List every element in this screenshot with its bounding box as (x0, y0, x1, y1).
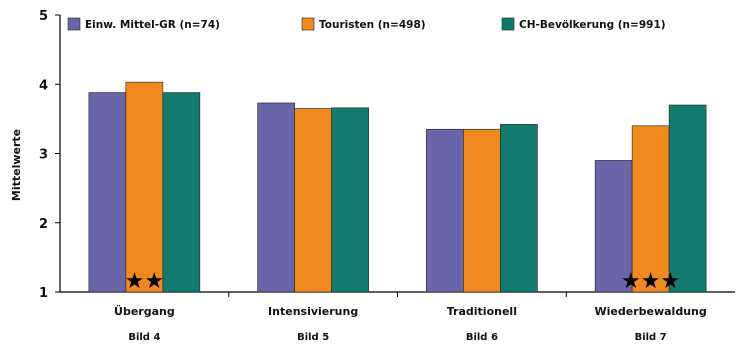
category-label: Wiederbewaldung (595, 305, 707, 318)
legend-swatch (501, 17, 515, 31)
significance-stars: ★★ (125, 269, 164, 294)
bars: ★★ ★★★ (88, 81, 707, 294)
y-tick-label: 5 (39, 9, 48, 24)
category-label: Intensivierung (268, 305, 358, 318)
bar (463, 128, 501, 293)
y-tick-label: 2 (39, 217, 48, 232)
bar (162, 92, 201, 293)
bar (125, 81, 164, 293)
legend-label: Einw. Mittel-GR (n=74) (85, 19, 220, 31)
bar (294, 108, 332, 293)
legend: Einw. Mittel-GR (n=74) Touristen (n=498) C… (67, 17, 666, 31)
legend-swatch (301, 17, 315, 31)
category-sublabel: Bild 5 (297, 332, 329, 343)
y-axis-title: Mittelwerte (10, 129, 23, 201)
legend-label: CH-Bevölkerung (n=991) (519, 19, 666, 31)
bar (668, 104, 707, 293)
category-sublabel: Bild 4 (128, 332, 160, 343)
significance-stars: ★★★ (621, 269, 680, 294)
legend-swatch (67, 17, 81, 31)
category-label: Traditionell (447, 305, 517, 318)
y-tick-label: 4 (39, 78, 48, 93)
category-sublabel: Bild 6 (466, 332, 498, 343)
category-label: Übergang (114, 304, 175, 318)
category-sublabel: Bild 7 (635, 332, 667, 343)
category-labels: Übergang Bild 4 Intensivierung Bild 5 Tradit… (114, 304, 707, 343)
bar (594, 160, 633, 293)
y-tick-label: 3 (39, 148, 48, 163)
bar (88, 92, 127, 293)
bar (500, 124, 538, 293)
y-tick-label: 1 (39, 286, 48, 301)
bar (331, 107, 369, 293)
legend-label: Touristen (n=498) (319, 19, 426, 31)
bar (631, 125, 670, 293)
bar (426, 128, 464, 293)
bar (257, 102, 295, 293)
